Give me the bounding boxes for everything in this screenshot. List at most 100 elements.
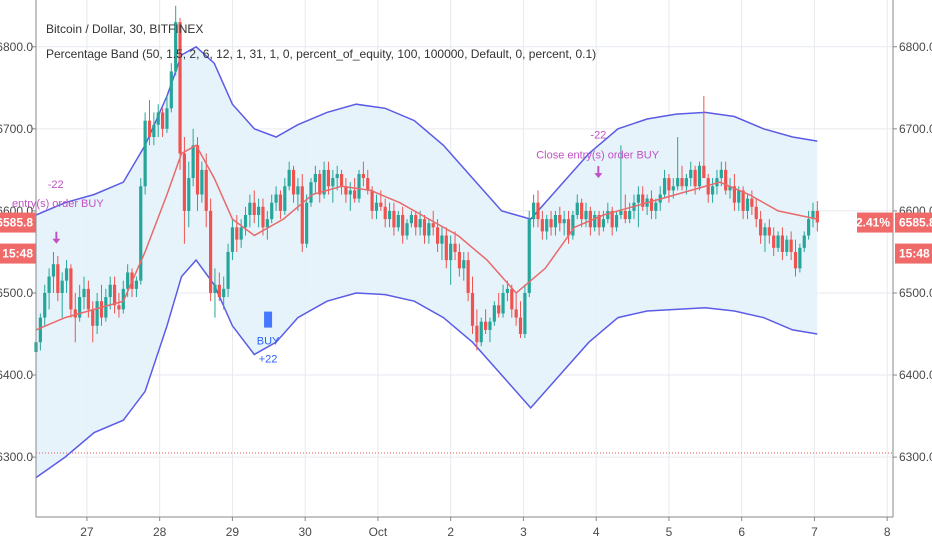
candle-158 — [724, 161, 728, 195]
candle-167 — [763, 223, 767, 252]
candle-body-62 — [305, 202, 309, 244]
close-arrow — [594, 166, 603, 179]
candle-5 — [56, 256, 60, 302]
candle-body-157 — [719, 169, 723, 179]
candle-body-78 — [374, 202, 379, 211]
candle-body-33 — [178, 22, 182, 154]
candle-115 — [536, 190, 540, 228]
candle-body-19 — [117, 305, 121, 310]
x-tick-label-2: 29 — [226, 525, 240, 539]
candle-body-21 — [126, 272, 130, 289]
candle-body-106 — [497, 305, 501, 314]
candle-54 — [270, 194, 274, 224]
candle-body-146 — [671, 186, 675, 191]
candle-102 — [479, 317, 483, 347]
candle-body-171 — [780, 235, 785, 252]
candle-body-130 — [601, 219, 606, 228]
x-tick-label-10: 7 — [811, 525, 818, 539]
candle-body-177 — [807, 219, 811, 236]
candle-body-77 — [370, 190, 374, 211]
candle-body-80 — [383, 206, 387, 220]
y-tick-label-right-0: 6300.0 — [899, 450, 932, 464]
buy-label: BUY — [257, 336, 280, 348]
candle-86 — [409, 210, 413, 228]
y-tick-label-left-1: 6400.0 — [0, 368, 33, 382]
candle-body-53 — [265, 219, 269, 228]
candle-99 — [466, 251, 470, 302]
candle-113 — [527, 210, 531, 298]
x-tick-label-8: 5 — [666, 525, 673, 539]
candle-160 — [732, 173, 737, 211]
candle-56 — [278, 190, 283, 220]
candle-104 — [488, 317, 492, 343]
candle-48 — [243, 206, 248, 236]
candle-128 — [593, 210, 597, 232]
candle-body-178 — [811, 210, 815, 220]
candle-body-127 — [588, 210, 592, 228]
candle-97 — [457, 243, 462, 277]
last-price-badge-right-text: 6585.8 — [899, 216, 932, 230]
candle-body-32 — [174, 22, 178, 72]
candle-body-45 — [230, 227, 235, 252]
candle-52 — [261, 198, 265, 236]
candle-134 — [619, 145, 623, 220]
candle-body-145 — [667, 178, 671, 191]
candle-39 — [204, 153, 208, 228]
candle-body-142 — [654, 202, 658, 211]
candle-body-122 — [566, 219, 571, 236]
candle-body-144 — [662, 178, 667, 195]
candle-165 — [754, 198, 758, 228]
candle-144 — [662, 169, 667, 199]
sell-arrow-head — [52, 238, 61, 244]
candle-body-74 — [357, 173, 361, 199]
candle-body-155 — [710, 186, 715, 195]
candle-body-20 — [121, 288, 125, 310]
candle-133 — [614, 210, 619, 232]
candle-body-75 — [361, 173, 365, 179]
candle-body-34 — [182, 153, 187, 211]
candle-body-163 — [745, 198, 750, 211]
candle-50 — [252, 190, 256, 224]
candle-body-39 — [204, 169, 208, 211]
candle-body-107 — [501, 292, 505, 314]
candle-112 — [523, 284, 527, 339]
candle-129 — [597, 210, 601, 236]
candle-body-63 — [309, 182, 313, 203]
percent-change-badge: 2.41% — [856, 212, 893, 233]
candle-body-25 — [143, 120, 147, 187]
candle-body-26 — [147, 120, 152, 138]
candle-body-90 — [427, 223, 431, 236]
candle-body-97 — [457, 251, 462, 269]
x-tick-label-11: 8 — [884, 525, 891, 539]
candle-body-138 — [636, 194, 640, 203]
candle-body-23 — [134, 280, 138, 289]
y-tick-label-left-2: 6500.0 — [0, 286, 33, 300]
candle-body-52 — [261, 206, 265, 228]
candle-95 — [449, 235, 453, 285]
candle-body-103 — [483, 321, 488, 330]
candle-46 — [235, 215, 239, 252]
candle-body-54 — [270, 202, 274, 220]
candle-body-56 — [278, 194, 283, 211]
candle-body-112 — [523, 292, 527, 334]
candle-body-170 — [776, 235, 780, 248]
candle-body-43 — [222, 288, 226, 298]
y-tick-label-right-2: 6500.0 — [899, 286, 932, 300]
candle-131 — [606, 202, 610, 224]
candle-body-1 — [38, 317, 42, 343]
candle-116 — [540, 210, 544, 240]
candle-61 — [300, 173, 304, 252]
candle-body-41 — [213, 284, 217, 293]
candle-78 — [374, 194, 379, 220]
candle-body-147 — [676, 178, 680, 187]
candle-body-14 — [95, 301, 99, 326]
x-tick-label-3: 30 — [298, 525, 312, 539]
x-tick-label-0: 27 — [80, 525, 94, 539]
candle-body-92 — [435, 227, 440, 244]
candle-body-17 — [108, 284, 112, 298]
candle-body-24 — [139, 186, 143, 281]
candle-74 — [357, 169, 361, 203]
candle-body-88 — [418, 219, 422, 228]
close-entry-qty: -22 — [590, 130, 606, 142]
